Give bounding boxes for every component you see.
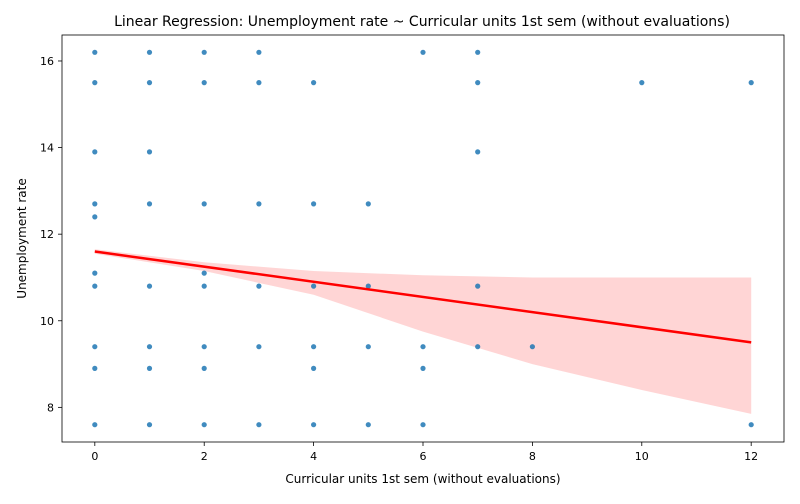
- data-point: [146, 422, 153, 428]
- data-point: [311, 365, 317, 371]
- data-point: [92, 365, 98, 371]
- data-point: [311, 283, 317, 289]
- data-point: [92, 270, 98, 276]
- data-point: [365, 344, 371, 350]
- data-point: [475, 149, 481, 155]
- y-axis-label: Unemployment rate: [15, 178, 29, 298]
- data-point: [475, 49, 481, 55]
- y-tick-label: 10: [40, 315, 54, 328]
- x-tick-label: 12: [744, 450, 758, 463]
- data-point: [256, 201, 262, 207]
- x-tick-label: 2: [201, 450, 208, 463]
- data-point: [146, 49, 153, 55]
- data-point: [92, 149, 98, 155]
- x-tick-label: 0: [91, 450, 98, 463]
- x-axis: 0 2 4 6 8 10 12: [91, 442, 758, 463]
- data-point: [92, 49, 98, 55]
- data-point: [146, 344, 153, 350]
- data-point: [420, 365, 426, 371]
- y-tick-label: 12: [40, 228, 54, 241]
- data-point: [256, 283, 262, 289]
- y-tick-label: 16: [40, 55, 54, 68]
- data-point: [311, 201, 317, 207]
- data-point: [92, 214, 98, 220]
- x-axis-label: Curricular units 1st sem (without evalua…: [285, 472, 560, 486]
- data-point: [748, 422, 754, 428]
- data-point: [256, 422, 262, 428]
- x-tick-label: 8: [529, 450, 536, 463]
- data-point: [201, 80, 207, 86]
- data-point: [256, 80, 262, 86]
- data-point: [146, 149, 153, 155]
- data-point: [365, 201, 371, 207]
- data-point: [475, 283, 481, 289]
- x-tick-label: 6: [420, 450, 427, 463]
- data-point: [201, 283, 207, 289]
- data-point: [92, 422, 98, 428]
- regression-line: [94, 250, 752, 344]
- data-point: [201, 365, 207, 371]
- data-point: [146, 283, 153, 289]
- data-point: [529, 344, 536, 350]
- data-point: [475, 344, 481, 350]
- data-point: [201, 344, 207, 350]
- data-point: [92, 283, 98, 289]
- y-tick-label: 14: [40, 142, 54, 155]
- data-point: [639, 80, 645, 86]
- data-point: [92, 201, 98, 207]
- data-point: [201, 270, 207, 276]
- data-point: [146, 201, 153, 207]
- data-point: [146, 80, 153, 86]
- confidence-band: [94, 249, 752, 414]
- data-point: [256, 49, 262, 55]
- data-point: [146, 365, 153, 371]
- x-tick-label: 10: [635, 450, 649, 463]
- data-points-layer: [92, 49, 754, 428]
- data-point: [311, 80, 317, 86]
- data-point: [420, 49, 426, 55]
- data-point: [475, 80, 481, 86]
- data-point: [748, 80, 754, 86]
- data-point: [201, 422, 207, 428]
- data-point: [311, 422, 317, 428]
- y-tick-label: 8: [47, 401, 54, 414]
- data-point: [420, 344, 426, 350]
- chart-title: Linear Regression: Unemployment rate ~ C…: [114, 14, 730, 30]
- data-point: [365, 422, 371, 428]
- data-point: [420, 422, 426, 428]
- confidence-band-layer: [94, 249, 752, 414]
- data-point: [92, 80, 98, 86]
- data-point: [92, 344, 98, 350]
- regression-line-layer: [94, 250, 752, 344]
- data-point: [201, 201, 207, 207]
- x-tick-label: 4: [310, 450, 317, 463]
- data-point: [201, 49, 207, 55]
- data-point: [365, 283, 371, 289]
- data-point: [256, 344, 262, 350]
- y-axis: 8 10 12 14 16: [40, 55, 62, 414]
- data-point: [311, 344, 317, 350]
